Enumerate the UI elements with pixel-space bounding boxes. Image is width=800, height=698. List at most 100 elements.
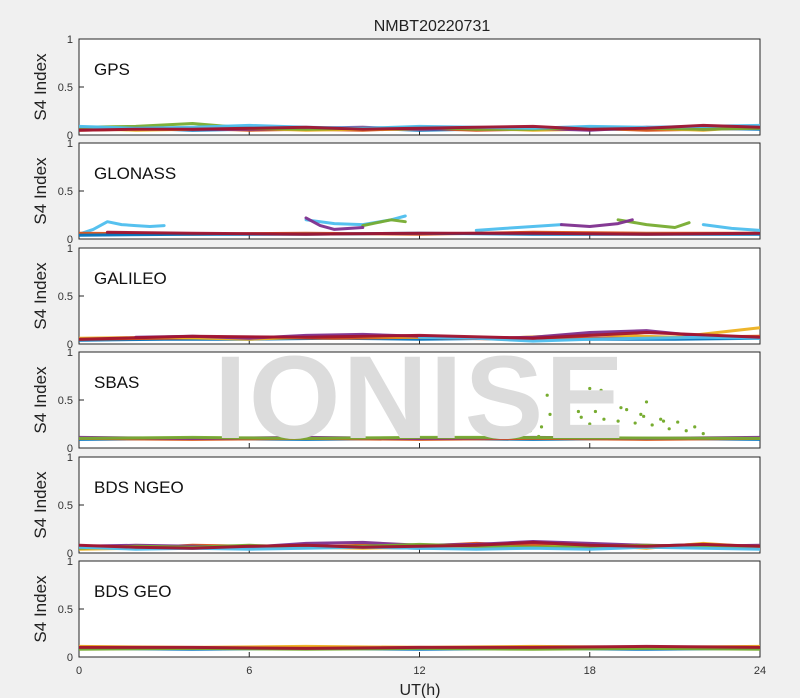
y-tick-label: 0 (67, 652, 73, 664)
y-tick-label: 0.5 (58, 291, 73, 303)
y-tick-label: 0.5 (58, 604, 73, 616)
data-point (556, 419, 561, 423)
data-point (610, 425, 615, 429)
panels: 0 0.5 1 S4 Index GPS 0 0.5 1 S4 Index GLONASS 0 0.5… (31, 34, 761, 664)
plot-area (78, 247, 761, 345)
data-series (701, 223, 760, 232)
data-point (565, 398, 569, 402)
data-point (619, 406, 623, 410)
y-tick-label: 0 (67, 443, 73, 455)
panel-glonass: 0 0.5 1 S4 Index GLONASS (31, 138, 761, 246)
data-point (588, 386, 592, 391)
plot-area (78, 38, 761, 136)
x-tick-label: 12 (413, 665, 425, 677)
data-point (503, 432, 507, 436)
y-tick-label: 0.5 (58, 186, 73, 198)
y-tick-label: 1 (67, 138, 73, 150)
series-group (79, 644, 760, 651)
series-group (79, 214, 760, 237)
data-point (579, 415, 583, 419)
plot-area (78, 351, 761, 449)
data-point (548, 412, 552, 416)
data-point (633, 421, 637, 425)
data-point (616, 419, 620, 423)
y-tick-label: 0 (67, 548, 73, 560)
data-point (644, 400, 649, 404)
x-tick-label: 24 (754, 665, 766, 677)
data-point (639, 412, 643, 416)
data-series (79, 644, 760, 650)
data-series (79, 123, 760, 132)
data-point (537, 434, 541, 439)
data-series (304, 216, 365, 231)
data-series (361, 218, 407, 228)
data-point (576, 409, 581, 414)
data-point (602, 417, 606, 421)
data-point (650, 423, 654, 427)
plot-area (78, 560, 761, 658)
x-tick-label: 18 (584, 665, 596, 677)
panel-gps: 0 0.5 1 S4 Index GPS (31, 34, 761, 142)
data-point (545, 393, 549, 397)
watermark: IONISE (214, 332, 626, 464)
y-axis-label: S4 Index (31, 471, 50, 539)
data-point (562, 403, 566, 407)
data-point (593, 409, 598, 414)
data-point (701, 432, 705, 436)
y-tick-label: 1 (67, 347, 73, 359)
data-series (105, 230, 760, 236)
panel-label: GALILEO (94, 269, 167, 288)
y-tick-label: 0 (67, 234, 73, 246)
data-point (571, 427, 575, 431)
y-tick-label: 1 (67, 34, 73, 46)
data-point (676, 420, 680, 424)
data-point (693, 425, 697, 429)
series-group (79, 386, 760, 441)
y-tick-label: 1 (67, 452, 73, 464)
data-point (588, 422, 592, 426)
data-point (599, 388, 603, 392)
panel-sbas: 0 0.5 1 S4 Index SBAS (31, 347, 761, 455)
y-tick-label: 1 (67, 556, 73, 568)
plot-area (78, 456, 761, 554)
data-point (684, 429, 688, 433)
panel-label: GPS (94, 60, 130, 79)
y-axis-label: S4 Index (31, 262, 50, 330)
panel-label: SBAS (94, 373, 139, 392)
y-tick-label: 0.5 (58, 395, 73, 407)
x-tick-label: 6 (246, 665, 252, 677)
y-tick-label: 0 (67, 339, 73, 351)
y-tick-label: 1 (67, 243, 73, 255)
series-group (79, 540, 760, 551)
series-group (79, 122, 760, 132)
panel-galileo: 0 0.5 1 S4 Index GALILEO (31, 243, 761, 351)
data-point (528, 429, 532, 433)
y-axis-label: S4 Index (31, 366, 50, 434)
y-axis-label: S4 Index (31, 53, 50, 121)
panel-bds-ngeo: 0 0.5 1 S4 Index BDS NGEO (31, 452, 761, 560)
data-point (625, 408, 629, 412)
y-tick-label: 0 (67, 130, 73, 142)
data-point (534, 417, 538, 421)
data-series (474, 223, 563, 232)
y-tick-label: 0.5 (58, 500, 73, 512)
y-axis-label: S4 Index (31, 157, 50, 225)
data-point (659, 417, 663, 421)
panel-label: GLONASS (94, 164, 176, 183)
y-axis-label: S4 Index (31, 575, 50, 643)
data-point (642, 414, 646, 418)
data-point (667, 427, 671, 431)
x-tick-label: 0 (76, 665, 82, 677)
data-series (559, 218, 634, 228)
data-series (79, 540, 760, 550)
y-tick-label: 0.5 (58, 82, 73, 94)
data-point (661, 419, 666, 423)
x-axis-label: UT(h) (400, 682, 441, 698)
data-series (616, 218, 691, 229)
panel-label: BDS NGEO (94, 478, 184, 497)
data-series (79, 435, 760, 440)
data-point (539, 425, 544, 429)
data-series (79, 220, 166, 236)
plot-area (78, 142, 761, 240)
